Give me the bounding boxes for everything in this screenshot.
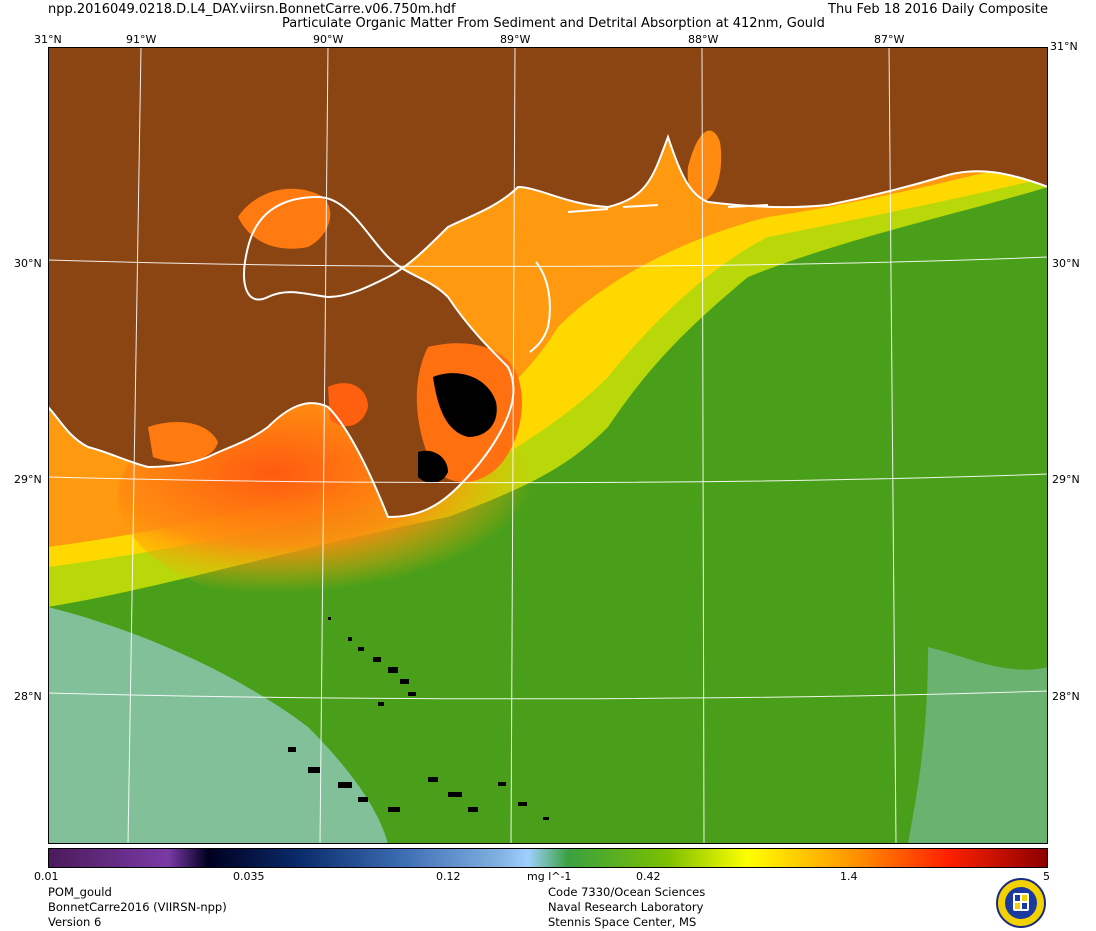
- lake-pontchartrain: [238, 188, 331, 249]
- colorbar: [48, 848, 1048, 868]
- parallel-28n: [48, 690, 1048, 700]
- meridian-87w: [888, 47, 897, 844]
- colorbar-label-1.4: 1.4: [840, 870, 858, 883]
- colorbar-frame: [48, 848, 1048, 868]
- corner-lat-label-top-right: 31°N: [1050, 40, 1078, 53]
- lat-label-29n-right: 29°N: [1052, 473, 1080, 486]
- lon-label-89w: 89°W: [500, 33, 531, 46]
- nrl-seal-logo: [996, 878, 1046, 928]
- lat-label-29n-left: 29°N: [14, 473, 42, 486]
- product-title: Particulate Organic Matter From Sediment…: [282, 16, 825, 31]
- colorbar-units: mg l^-1: [527, 870, 572, 883]
- nodata-patch-south: [418, 450, 448, 484]
- delta-nodata-patch: [433, 373, 497, 437]
- barataria-bay: [328, 383, 368, 427]
- lon-label-87w: 87°W: [874, 33, 905, 46]
- terrebonne-marsh: [148, 422, 218, 462]
- meridian-88w: [701, 47, 705, 844]
- meridian-91w: [127, 47, 142, 844]
- lat-label-28n-right: 28°N: [1052, 690, 1080, 703]
- map-frame: [48, 47, 1048, 844]
- lon-label-88w: 88°W: [688, 33, 719, 46]
- chandeleur-islands: [529, 261, 551, 353]
- lon-label-91w: 91°W: [126, 33, 157, 46]
- parallel-30n: [48, 256, 1048, 267]
- meridian-90w: [319, 47, 329, 844]
- colorbar-label-5: 5: [1043, 870, 1050, 883]
- footer-lab: Naval Research Laboratory: [548, 900, 704, 914]
- barrier-islands: [567, 204, 769, 213]
- parallel-29n: [48, 473, 1048, 484]
- colorbar-label-0.12: 0.12: [436, 870, 461, 883]
- lat-label-30n-right: 30°N: [1052, 257, 1080, 270]
- satellite-map: [48, 47, 1048, 844]
- footer-location: Stennis Space Center, MS: [548, 915, 697, 929]
- mobile-bay: [687, 130, 722, 202]
- lon-label-90w: 90°W: [313, 33, 344, 46]
- corner-lat-label-top-left: 31°N: [34, 33, 62, 46]
- footer-version: Version 6: [48, 915, 102, 929]
- coastline: [48, 134, 1048, 519]
- footer-code: Code 7330/Ocean Sciences: [548, 885, 706, 899]
- colorbar-label-0.01: 0.01: [34, 870, 59, 883]
- footer-product-name: POM_gould: [48, 885, 112, 899]
- offshore-light-water-east: [908, 647, 1048, 844]
- colorbar-fill: [48, 848, 1048, 868]
- lat-label-28n-left: 28°N: [14, 690, 42, 703]
- land-mass: [48, 47, 1048, 517]
- meridian-89w: [510, 47, 516, 844]
- colorbar-label-0.42: 0.42: [636, 870, 661, 883]
- nodata-speckles: [288, 617, 549, 820]
- offshore-light-water: [48, 607, 388, 844]
- footer-dataset: BonnetCarre2016 (VIIRSN-npp): [48, 900, 227, 914]
- colorbar-label-0.035: 0.035: [233, 870, 265, 883]
- lat-label-30n-left: 30°N: [14, 257, 42, 270]
- graticule: [48, 47, 1048, 844]
- file-name: npp.2016049.0218.D.L4_DAY.viirsn.BonnetC…: [48, 2, 456, 17]
- composite-date: Thu Feb 18 2016 Daily Composite: [828, 2, 1048, 17]
